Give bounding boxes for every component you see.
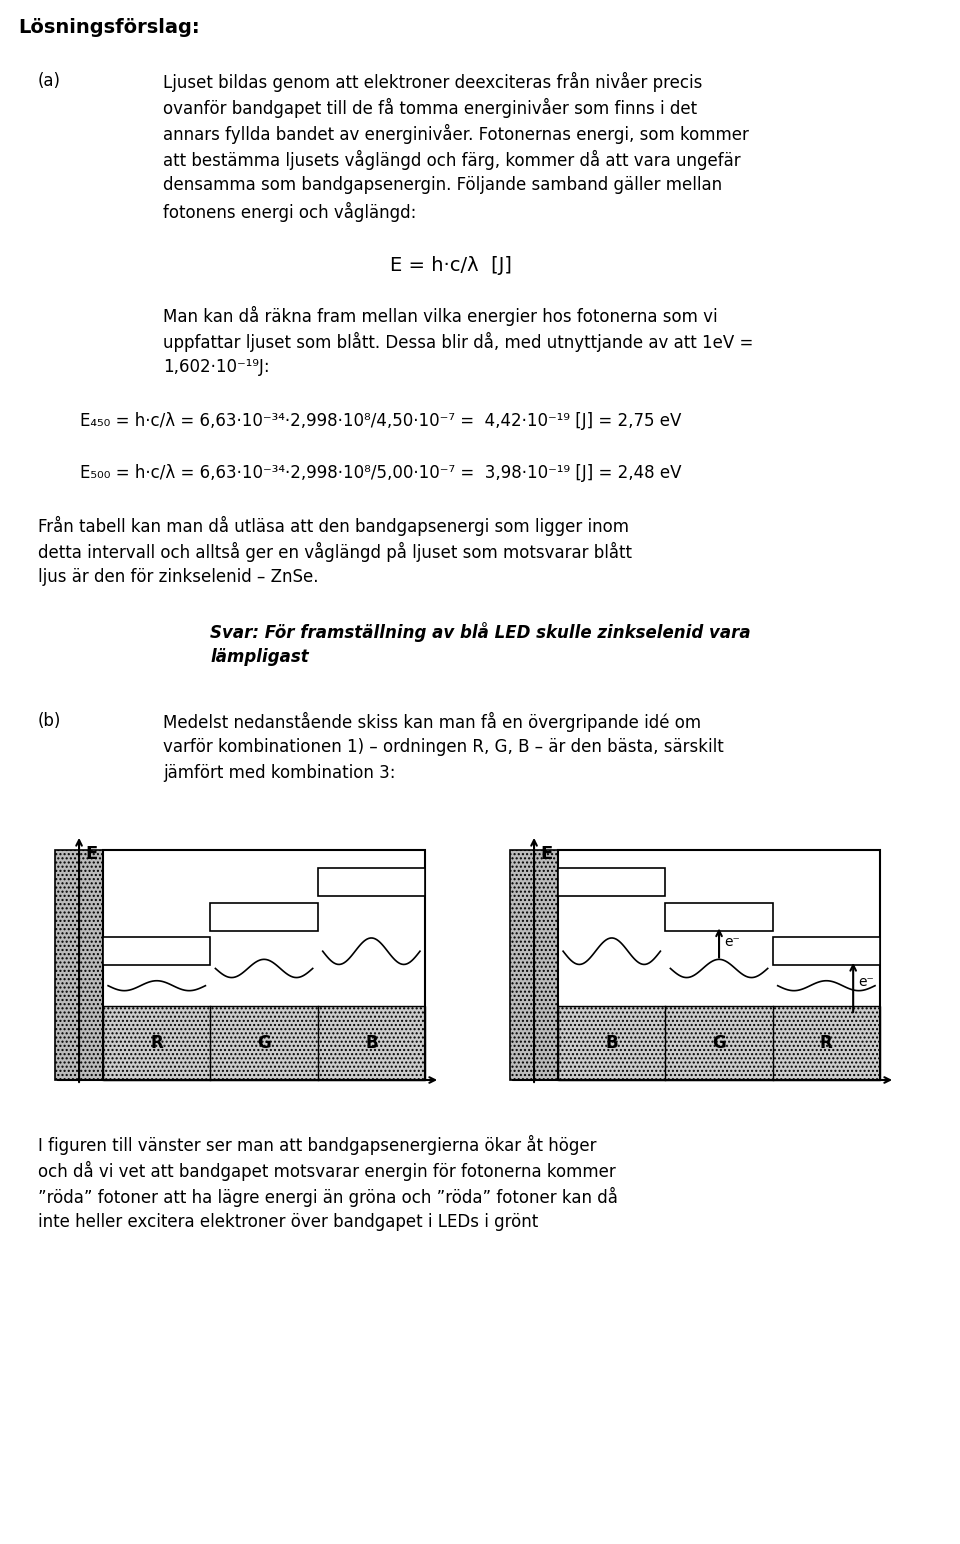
- Text: inte heller excitera elektroner över bandgapet i LEDs i grönt: inte heller excitera elektroner över ban…: [38, 1214, 539, 1231]
- Text: E₄₅₀ = h·c/λ = 6,63·10⁻³⁴·2,998·10⁸/4,50·10⁻⁷ =  4,42·10⁻¹⁹ [J] = 2,75 eV: E₄₅₀ = h·c/λ = 6,63·10⁻³⁴·2,998·10⁸/4,50…: [80, 412, 682, 429]
- Text: 1,602·10⁻¹⁹J:: 1,602·10⁻¹⁹J:: [163, 358, 270, 377]
- Text: ljus är den för zinkselenid – ZnSe.: ljus är den för zinkselenid – ZnSe.: [38, 568, 319, 587]
- Polygon shape: [103, 1007, 425, 1079]
- Text: att bestämma ljusets våglängd och färg, kommer då att vara ungefär: att bestämma ljusets våglängd och färg, …: [163, 150, 740, 170]
- Text: ”röda” fotoner att ha lägre energi än gröna och ”röda” fotoner kan då: ”röda” fotoner att ha lägre energi än gr…: [38, 1187, 618, 1207]
- Polygon shape: [773, 937, 880, 965]
- Text: uppfattar ljuset som blått. Dessa blir då, med utnyttjande av att 1eV =: uppfattar ljuset som blått. Dessa blir d…: [163, 332, 754, 352]
- Text: Från tabell kan man då utläsa att den bandgapsenergi som ligger inom: Från tabell kan man då utläsa att den ba…: [38, 516, 629, 536]
- Text: G: G: [257, 1034, 271, 1051]
- Text: Man kan då räkna fram mellan vilka energier hos fotonerna som vi: Man kan då räkna fram mellan vilka energ…: [163, 306, 718, 326]
- Text: e⁻: e⁻: [858, 974, 874, 990]
- Text: e⁻: e⁻: [724, 936, 740, 950]
- Text: varför kombinationen 1) – ordningen R, G, B – är den bästa, särskilt: varför kombinationen 1) – ordningen R, G…: [163, 738, 724, 757]
- Polygon shape: [103, 937, 210, 965]
- Text: ovanför bandgapet till de få tomma energinivåer som finns i det: ovanför bandgapet till de få tomma energ…: [163, 97, 697, 117]
- Text: Svar: För framställning av blå LED skulle zinkselenid vara: Svar: För framställning av blå LED skull…: [210, 622, 751, 642]
- Polygon shape: [558, 868, 665, 896]
- Text: E = h·c/λ  [J]: E = h·c/λ [J]: [390, 256, 512, 275]
- Text: R: R: [820, 1034, 832, 1051]
- Text: annars fyllda bandet av energinivåer. Fotonernas energi, som kommer: annars fyllda bandet av energinivåer. Fo…: [163, 124, 749, 144]
- Text: I figuren till vänster ser man att bandgapsenergierna ökar åt höger: I figuren till vänster ser man att bandg…: [38, 1135, 596, 1155]
- Text: lämpligast: lämpligast: [210, 648, 309, 665]
- Text: (a): (a): [38, 73, 61, 90]
- Text: Lösningsförslag:: Lösningsförslag:: [18, 19, 200, 37]
- Polygon shape: [558, 1007, 880, 1079]
- Polygon shape: [510, 851, 558, 1079]
- Text: B: B: [365, 1034, 377, 1051]
- Text: Ljuset bildas genom att elektroner deexciteras från nivåer precis: Ljuset bildas genom att elektroner deexc…: [163, 73, 703, 93]
- Text: fotonens energi och våglängd:: fotonens energi och våglängd:: [163, 202, 417, 222]
- Text: (b): (b): [38, 712, 61, 730]
- Polygon shape: [665, 903, 773, 931]
- Polygon shape: [210, 903, 318, 931]
- Text: och då vi vet att bandgapet motsvarar energin för fotonerna kommer: och då vi vet att bandgapet motsvarar en…: [38, 1161, 615, 1181]
- Text: jämfört med kombination 3:: jämfört med kombination 3:: [163, 764, 396, 781]
- Text: B: B: [606, 1034, 618, 1051]
- Text: E: E: [85, 845, 97, 863]
- Text: detta intervall och alltså ger en våglängd på ljuset som motsvarar blått: detta intervall och alltså ger en våglän…: [38, 542, 632, 562]
- Text: E₅₀₀ = h·c/λ = 6,63·10⁻³⁴·2,998·10⁸/5,00·10⁻⁷ =  3,98·10⁻¹⁹ [J] = 2,48 eV: E₅₀₀ = h·c/λ = 6,63·10⁻³⁴·2,998·10⁸/5,00…: [80, 465, 682, 482]
- Polygon shape: [55, 851, 103, 1079]
- Text: R: R: [151, 1034, 163, 1051]
- Text: E: E: [540, 845, 552, 863]
- Text: Medelst nedanstående skiss kan man få en övergripande idé om: Medelst nedanstående skiss kan man få en…: [163, 712, 701, 732]
- Text: G: G: [712, 1034, 726, 1051]
- Polygon shape: [318, 868, 425, 896]
- Text: densamma som bandgapsenergin. Följande samband gäller mellan: densamma som bandgapsenergin. Följande s…: [163, 176, 722, 195]
